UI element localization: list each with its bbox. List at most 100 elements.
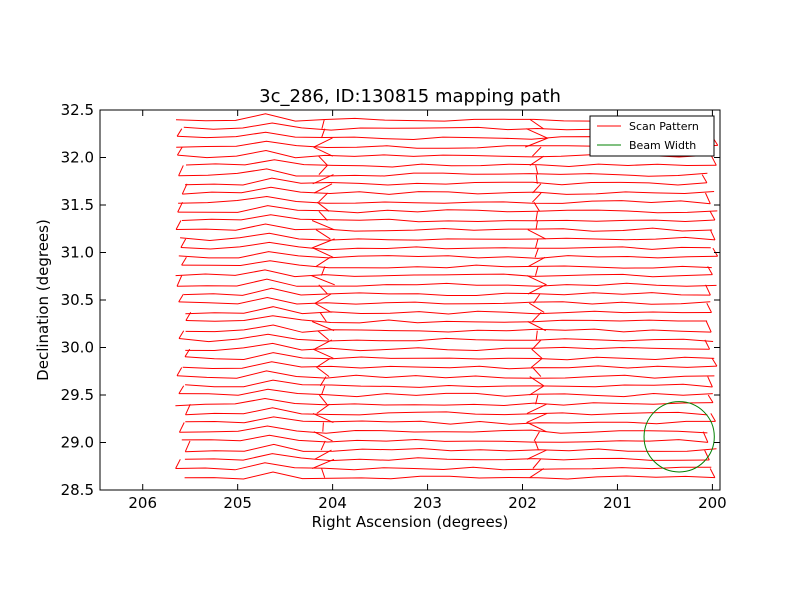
- scan-turnaround-line: [711, 358, 718, 367]
- scan-kink-line: [535, 330, 538, 340]
- scan-row-line: [185, 416, 716, 425]
- scan-row-line: [184, 177, 707, 186]
- scan-kink-line: [535, 394, 539, 405]
- y-tick-label: 32.5: [61, 101, 94, 119]
- scan-kink-line: [535, 174, 538, 184]
- y-tick-label: 29.0: [61, 434, 94, 452]
- scan-turnaround-line: [705, 192, 711, 204]
- legend-scan-pattern-label: Scan Pattern: [629, 120, 699, 133]
- x-tick-label: 204: [318, 494, 347, 512]
- y-tick-label: 30.5: [61, 291, 94, 309]
- scan-kink-line: [318, 192, 329, 203]
- scan-turnaround-line: [178, 293, 184, 303]
- scan-turnaround-line: [177, 201, 183, 213]
- scan-row-line: [177, 205, 718, 214]
- scan-kink-line: [526, 403, 547, 414]
- scan-turnaround-line: [184, 440, 191, 452]
- scan-row-line: [181, 214, 715, 223]
- scan-turnaround-line: [176, 275, 183, 287]
- y-tick-label: 29.5: [61, 386, 94, 404]
- scan-row-line: [178, 251, 718, 259]
- scan-turnaround-line: [178, 330, 185, 339]
- scan-kink-line: [526, 449, 547, 460]
- scan-kink-line: [316, 367, 330, 377]
- scan-kink-line: [527, 229, 546, 240]
- x-tick-label: 202: [508, 494, 537, 512]
- scan-kink-line: [533, 201, 541, 212]
- scan-kink-line: [530, 357, 543, 368]
- scan-row-line: [178, 333, 714, 343]
- scan-kink-line: [531, 311, 542, 322]
- scan-row-line: [185, 315, 708, 324]
- scan-turnaround-line: [706, 302, 712, 313]
- scan-kink-line: [312, 174, 334, 185]
- y-tick-label: 31.0: [61, 244, 94, 262]
- scan-kink-line: [314, 449, 332, 460]
- scan-kink-line: [315, 256, 331, 267]
- scan-kink-line: [535, 238, 539, 249]
- chart-title: 3c_286, ID:130815 mapping path: [259, 86, 561, 107]
- scan-turnaround-line: [707, 394, 714, 403]
- scan-row-line: [176, 370, 715, 379]
- scan-kink-line: [313, 183, 333, 194]
- scan-row-line: [175, 397, 714, 407]
- scan-turnaround-line: [181, 257, 187, 266]
- scan-row-line: [179, 425, 708, 434]
- scan-turnaround-line: [176, 367, 183, 377]
- scan-kink-line: [312, 458, 335, 469]
- scan-row-line: [176, 223, 713, 232]
- scan-row-line: [176, 278, 717, 287]
- scan-kink-line: [321, 385, 326, 396]
- scan-kink-line: [318, 165, 328, 175]
- scan-kink-line: [535, 220, 538, 230]
- scan-kink-line: [529, 155, 544, 166]
- scan-turnaround-line: [709, 229, 716, 241]
- scan-kink-line: [321, 119, 325, 129]
- scan-row-line: [185, 324, 712, 333]
- scan-kink-line: [319, 394, 328, 405]
- scan-kink-line: [316, 403, 330, 414]
- scan-turnaround-line: [709, 211, 716, 221]
- scan-kink-line: [311, 238, 335, 249]
- scan-turnaround-line: [176, 146, 183, 156]
- scan-row-line: [180, 232, 716, 242]
- scan-turnaround-line: [710, 413, 716, 422]
- scan-kink-line: [316, 201, 330, 212]
- scan-row-line: [182, 186, 715, 195]
- y-tick-label: 28.5: [61, 481, 94, 499]
- scan-turnaround-line: [705, 284, 711, 296]
- scan-kink-line: [314, 339, 333, 350]
- scan-row-line: [185, 443, 717, 453]
- scan-kink-line: [315, 357, 331, 368]
- x-axis-label: Right Ascension (degrees): [312, 513, 509, 531]
- scan-kink-line: [529, 376, 545, 387]
- scan-row-line: [181, 260, 712, 269]
- scan-row-line: [178, 195, 711, 205]
- x-tick-label: 201: [603, 494, 632, 512]
- scan-turnaround-line: [178, 385, 185, 394]
- y-tick-label: 31.5: [61, 196, 94, 214]
- scan-kink-line: [319, 376, 327, 387]
- scan-kink-line: [322, 422, 324, 432]
- legend: Scan Pattern Beam Width: [589, 115, 715, 157]
- scan-kink-line: [527, 284, 546, 295]
- scan-kink-line: [535, 266, 539, 276]
- scan-kink-line: [314, 302, 332, 313]
- scan-row-line: [180, 241, 711, 251]
- scan-kink-line: [320, 440, 326, 451]
- scan-kink-line: [526, 128, 548, 139]
- scan-kink-line: [318, 210, 328, 221]
- scan-turnaround-line: [705, 321, 712, 333]
- scan-kink-line: [313, 146, 334, 157]
- scan-kink-line: [313, 431, 333, 442]
- scan-kink-line: [527, 321, 547, 332]
- scan-kink-line: [317, 330, 329, 341]
- scan-kink-line: [311, 220, 335, 231]
- scan-kink-line: [532, 458, 541, 469]
- scan-kink-line: [528, 256, 546, 267]
- legend-box: [589, 115, 715, 157]
- scan-row-line: [185, 306, 712, 315]
- scan-row-line: [183, 287, 711, 296]
